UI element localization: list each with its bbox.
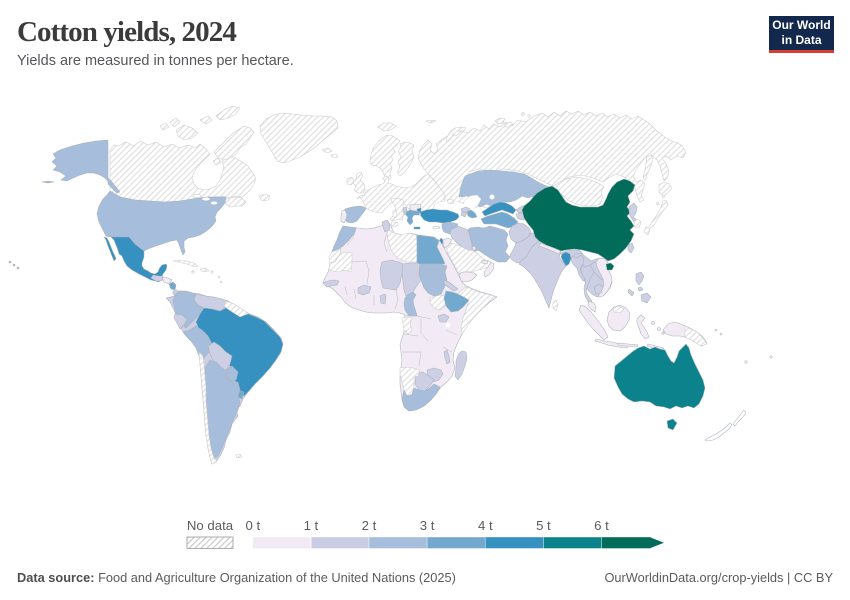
- svg-text:4 t: 4 t: [478, 518, 493, 533]
- svg-text:6 t: 6 t: [594, 518, 609, 533]
- svg-text:2 t: 2 t: [362, 518, 377, 533]
- svg-text:1 t: 1 t: [304, 518, 319, 533]
- svg-text:No data: No data: [187, 518, 234, 533]
- svg-text:5 t: 5 t: [536, 518, 551, 533]
- svg-text:0 t: 0 t: [245, 518, 260, 533]
- svg-text:3 t: 3 t: [420, 518, 435, 533]
